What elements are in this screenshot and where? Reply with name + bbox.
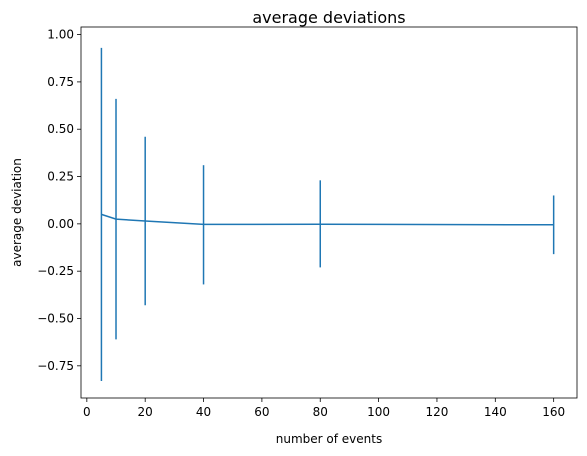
x-tick-label: 40 [196,405,211,419]
y-tick-label: 0.25 [47,170,74,184]
y-tick-label: 0.50 [47,122,74,136]
y-tick-label: 0.75 [47,75,74,89]
y-tick-label: −0.50 [37,312,74,326]
x-tick-label: 140 [484,405,507,419]
y-axis-label: average deviation [10,158,24,267]
chart-title: average deviations [252,8,405,27]
x-tick-label: 160 [542,405,565,419]
x-tick-label: 20 [138,405,153,419]
y-tick-label: 1.00 [47,28,74,42]
x-tick-label: 120 [425,405,448,419]
y-tick-label: −0.25 [37,264,74,278]
x-axis-label: number of events [276,432,382,446]
y-tick-label: −0.75 [37,359,74,373]
x-tick-label: 100 [367,405,390,419]
plot-area: 0 20 40 60 80 100 120 140 160 −0.75 −0.50 −0.25 0.00… [37,28,565,419]
series-line [101,213,554,226]
y-tick-label: 0.00 [47,217,74,231]
x-tick-label: 60 [254,405,269,419]
plot-frame [80,26,578,399]
x-tick-label: 0 [83,405,91,419]
x-tick-label: 80 [313,405,328,419]
